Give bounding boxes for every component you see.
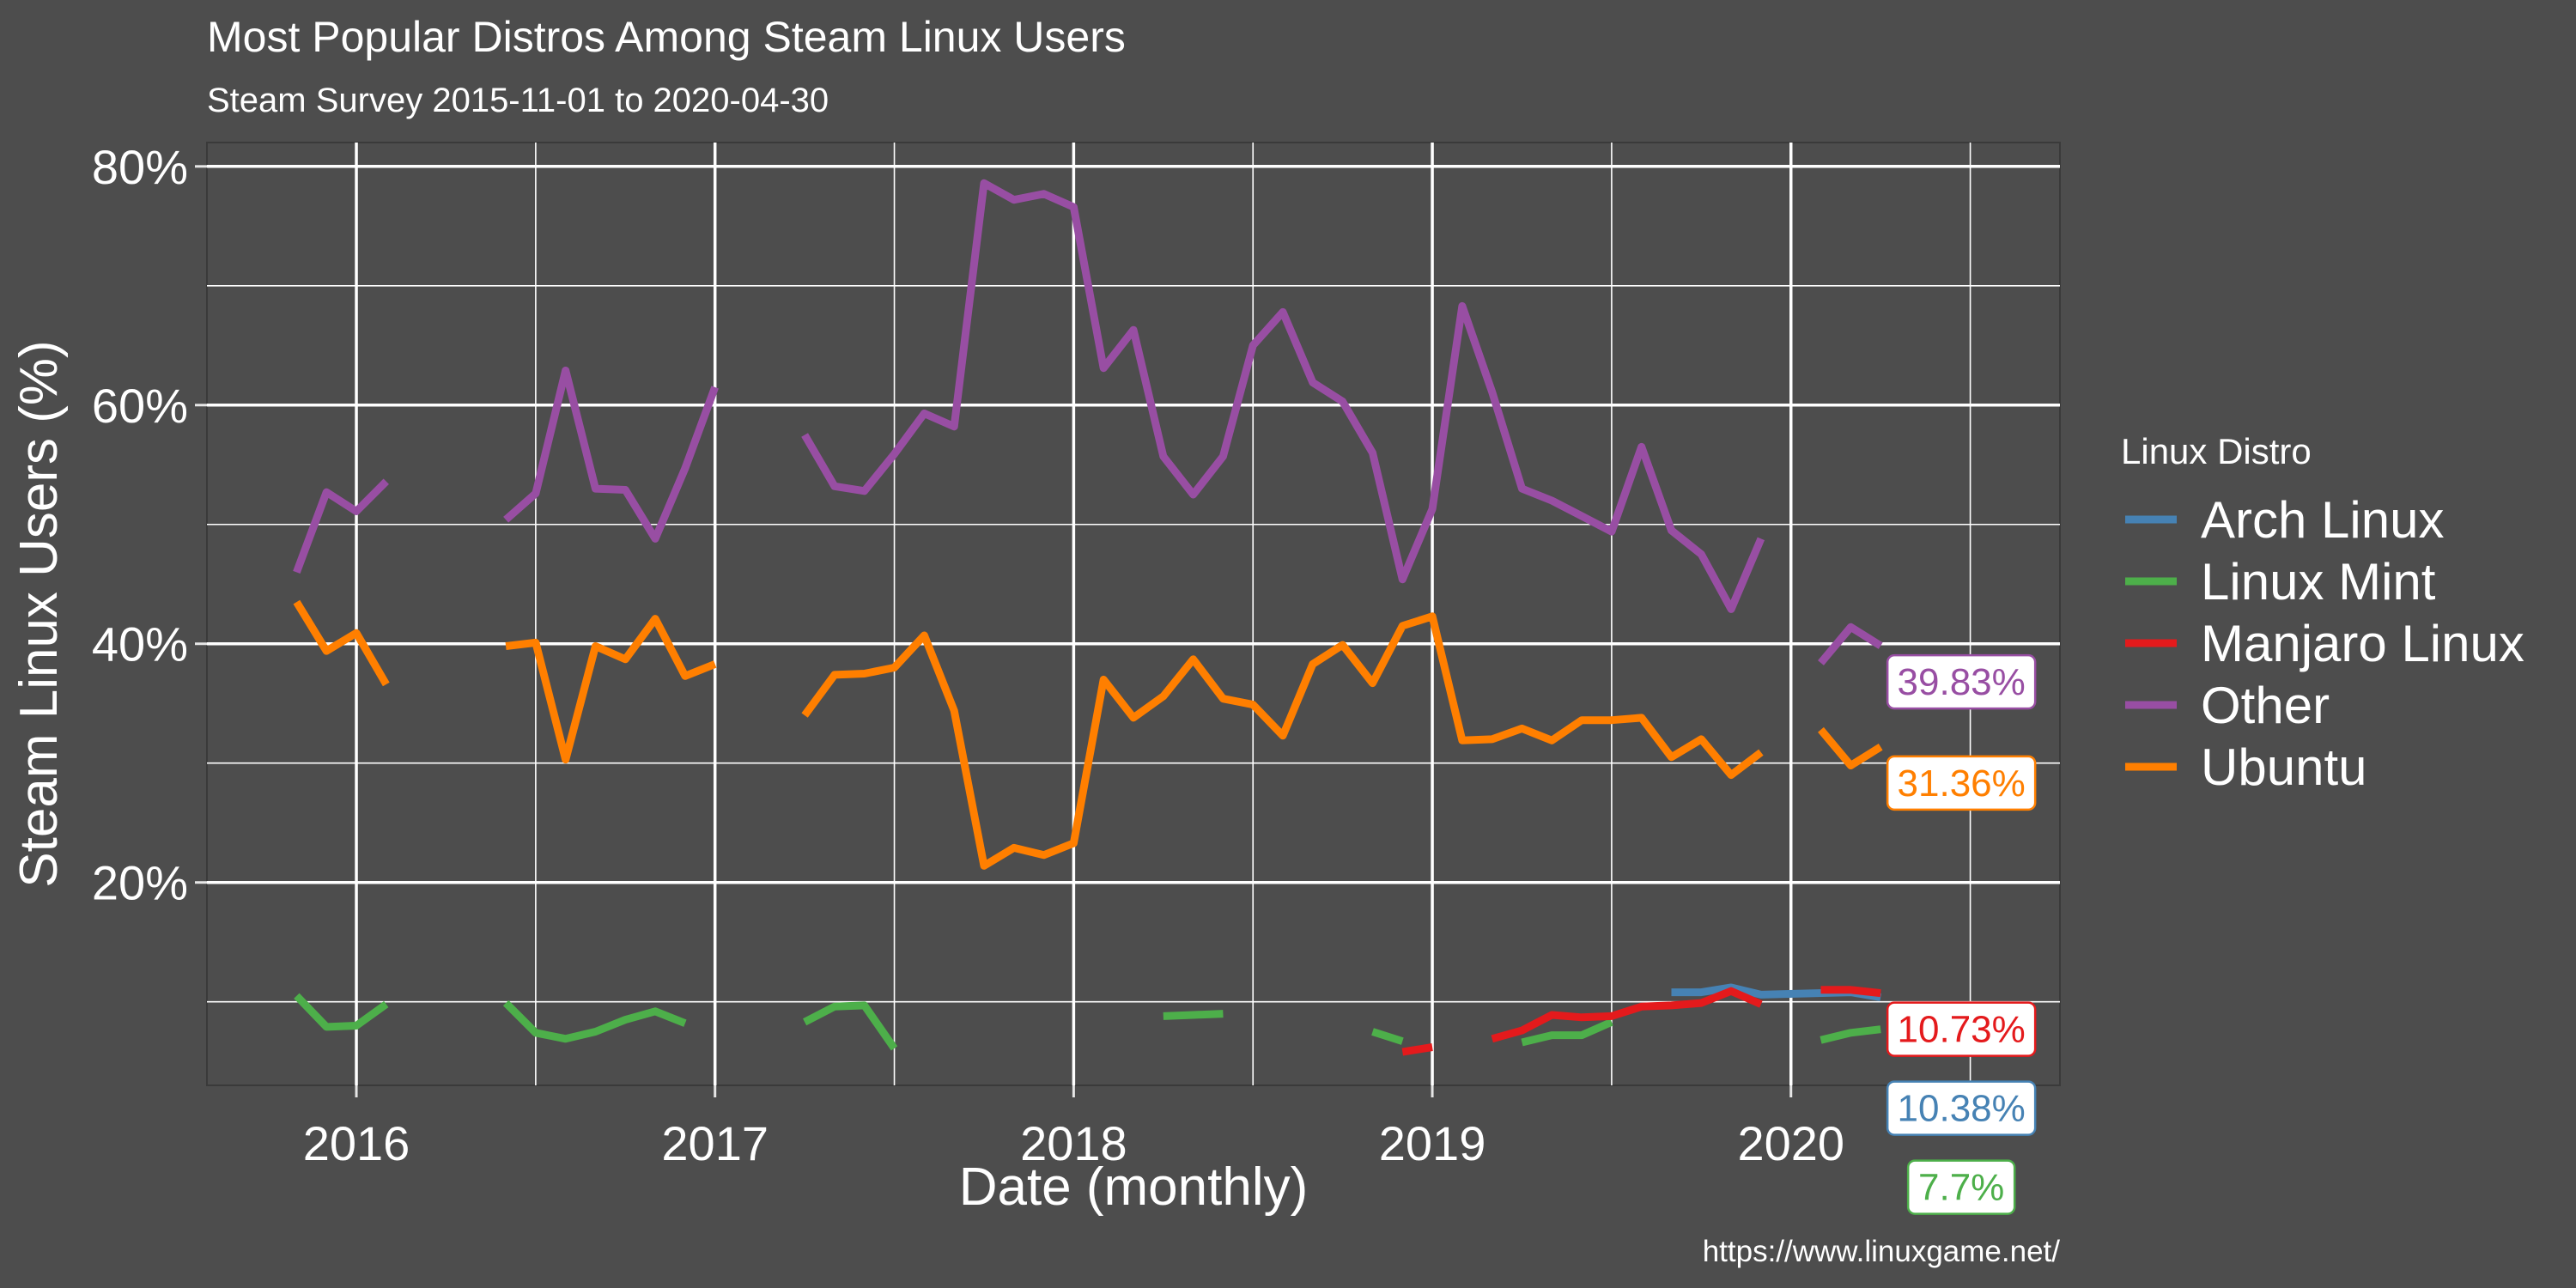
series-line-segment (1401, 1043, 1433, 1056)
end-label: 39.83% (1886, 653, 2037, 710)
end-label: 10.73% (1886, 1001, 2037, 1057)
y-tick-label: 40% (92, 617, 188, 671)
series-line-segment (801, 179, 1765, 613)
x-tick-label: 2019 (1379, 1116, 1486, 1170)
y-axis: 20% 40% 60% 80% (92, 140, 207, 910)
series-line-segment (1818, 623, 1883, 665)
series-line-segment (502, 999, 687, 1043)
series-line-segment (1163, 1010, 1224, 1020)
x-axis-title: Date (monthly) (959, 1157, 1309, 1217)
x-axis: 2016 2017 2018 2019 2020 (303, 1085, 1844, 1170)
x-tick-label: 2017 (661, 1116, 769, 1170)
series-line-segment (801, 612, 1764, 870)
end-label: 31.36% (1886, 755, 2037, 811)
end-label-value: 10.38% (1898, 1088, 2026, 1130)
series-lines (293, 179, 1883, 1056)
legend-label: Linux Mint (2201, 553, 2436, 611)
x-tick-label: 2018 (1020, 1116, 1127, 1170)
series-manjaro-linux (1401, 986, 1881, 1056)
end-label-box (1886, 1001, 2037, 1057)
series-line-segment (1820, 986, 1881, 998)
series-line-segment (1820, 1025, 1881, 1044)
end-label: 10.38% (1886, 1080, 2037, 1136)
end-label-value: 39.83% (1898, 661, 2026, 703)
x-tick-label: 2020 (1737, 1116, 1844, 1170)
legend-label: Other (2201, 677, 2330, 734)
series-line-segment (294, 993, 389, 1031)
chart-subtitle: Steam Survey 2015-11-01 to 2020-04-30 (207, 82, 829, 119)
end-labels: 39.83% 31.36% 10.73% 10.38% 7.7% (1886, 653, 2037, 1215)
x-tick-label: 2016 (303, 1116, 410, 1170)
series-line-segment (1371, 1028, 1404, 1045)
end-label-box (1886, 755, 2037, 811)
end-label-value: 10.73% (1898, 1009, 2026, 1051)
series-line-segment (293, 478, 389, 574)
series-linux-mint (294, 993, 1881, 1051)
series-line-segment (1521, 1018, 1613, 1047)
y-tick-label: 60% (92, 379, 188, 433)
series-line-segment (293, 599, 390, 687)
y-tick-label: 20% (92, 856, 188, 910)
end-label-value: 7.7% (1918, 1167, 2004, 1209)
legend-label: Manjaro Linux (2201, 615, 2524, 672)
plot-panel (206, 142, 2061, 1086)
end-label: 7.7% (1906, 1159, 2016, 1215)
legend-label: Ubuntu (2201, 738, 2366, 796)
series-other (293, 179, 1883, 665)
series-line-segment (503, 367, 719, 543)
series-line-segment (803, 1001, 898, 1051)
series-line-segment (505, 615, 717, 764)
end-label-box (1886, 653, 2037, 710)
end-label-value: 31.36% (1898, 762, 2026, 805)
series-line-segment (1818, 726, 1883, 769)
y-axis-title: Steam Linux Users (%) (9, 340, 69, 887)
end-label-box (1886, 1080, 2037, 1136)
series-ubuntu (293, 599, 1883, 870)
chart-title: Most Popular Distros Among Steam Linux U… (207, 13, 1126, 61)
end-label-box (1906, 1159, 2016, 1215)
legend-label: Arch Linux (2201, 491, 2444, 549)
source-caption: https://www.linuxgame.net/ (1703, 1235, 2061, 1268)
series-line-segment (1491, 987, 1763, 1043)
y-tick-label: 80% (92, 140, 188, 194)
legend-title: Linux Distro (2121, 431, 2312, 471)
